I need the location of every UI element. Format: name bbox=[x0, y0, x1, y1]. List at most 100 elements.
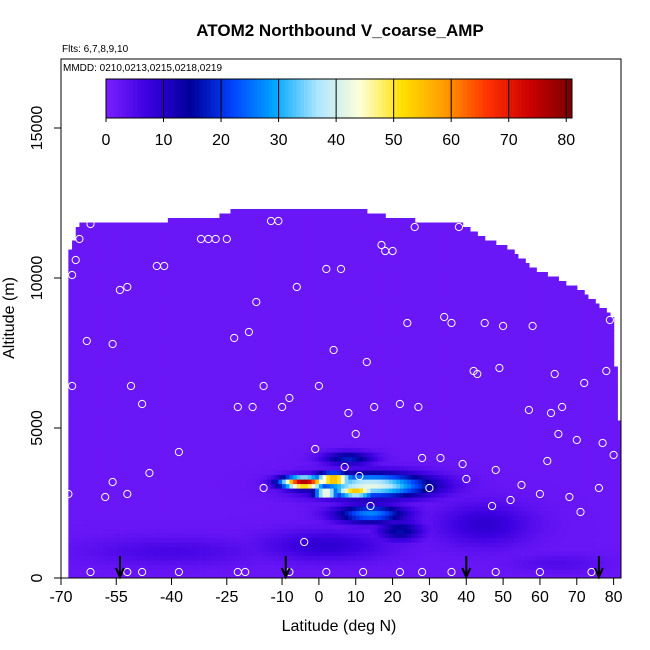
heatmap-cell bbox=[138, 299, 143, 305]
heatmap-cell bbox=[267, 497, 272, 503]
heatmap-cell bbox=[267, 429, 272, 435]
heatmap-cell bbox=[134, 398, 139, 404]
heatmap-cell bbox=[72, 542, 77, 548]
heatmap-cell bbox=[156, 339, 162, 345]
heatmap-cell bbox=[75, 380, 81, 386]
heatmap-cell bbox=[212, 519, 217, 525]
heatmap-cell bbox=[278, 389, 283, 395]
heatmap-cell bbox=[278, 560, 283, 566]
heatmap-cell bbox=[219, 533, 224, 539]
heatmap-cell bbox=[271, 533, 276, 539]
heatmap-cell bbox=[212, 488, 217, 494]
heatmap-cell bbox=[267, 461, 272, 467]
heatmap-cell bbox=[72, 515, 77, 521]
heatmap-cell bbox=[204, 461, 209, 467]
heatmap-cell bbox=[201, 375, 206, 381]
heatmap-cell bbox=[223, 465, 228, 471]
heatmap-cell bbox=[72, 272, 77, 278]
heatmap-cell bbox=[215, 474, 221, 480]
heatmap-cell bbox=[149, 384, 154, 390]
heatmap-cell bbox=[86, 344, 92, 350]
heatmap-cell bbox=[248, 515, 254, 521]
heatmap-cell bbox=[208, 438, 213, 444]
heatmap-cell bbox=[282, 335, 287, 341]
heatmap-cell bbox=[215, 438, 221, 444]
heatmap-cell bbox=[112, 573, 117, 578]
heatmap-cell bbox=[293, 488, 298, 494]
heatmap-cell bbox=[212, 240, 217, 246]
heatmap-cell bbox=[237, 560, 243, 566]
heatmap-cell bbox=[164, 312, 169, 318]
heatmap-cell bbox=[153, 294, 158, 300]
heatmap-cell bbox=[289, 573, 294, 578]
heatmap-cell bbox=[241, 474, 246, 480]
heatmap-cell bbox=[252, 416, 257, 422]
heatmap-cell bbox=[248, 506, 254, 512]
heatmap-cell bbox=[123, 569, 128, 575]
heatmap-cell bbox=[201, 420, 206, 426]
heatmap-cell bbox=[223, 506, 228, 512]
heatmap-cell bbox=[116, 407, 121, 413]
heatmap-cell bbox=[197, 425, 202, 431]
heatmap-cell bbox=[201, 510, 206, 516]
heatmap-cell bbox=[245, 317, 250, 323]
heatmap-cell bbox=[131, 564, 136, 570]
heatmap-cell bbox=[145, 276, 151, 282]
heatmap-cell bbox=[138, 290, 143, 296]
heatmap-cell bbox=[293, 362, 298, 368]
heatmap-cell bbox=[285, 429, 291, 435]
heatmap-cell bbox=[263, 339, 268, 345]
heatmap-cell bbox=[223, 353, 228, 359]
heatmap-cell bbox=[208, 227, 213, 233]
heatmap-cell bbox=[278, 330, 283, 336]
heatmap-cell bbox=[116, 546, 121, 552]
heatmap-cell bbox=[256, 555, 261, 561]
heatmap-cell bbox=[285, 308, 291, 314]
heatmap-cell bbox=[94, 326, 99, 332]
heatmap-cell bbox=[278, 443, 283, 449]
heatmap-cell bbox=[208, 335, 213, 341]
heatmap-cell bbox=[212, 380, 217, 386]
heatmap-cell bbox=[278, 231, 283, 237]
heatmap-cell bbox=[234, 416, 239, 422]
heatmap-cell bbox=[252, 218, 257, 224]
heatmap-cell bbox=[259, 479, 265, 485]
heatmap-cell bbox=[131, 555, 136, 561]
heatmap-cell bbox=[127, 420, 132, 426]
heatmap-cell bbox=[230, 443, 235, 449]
heatmap-cell bbox=[97, 344, 103, 350]
heatmap-cell bbox=[248, 294, 254, 300]
heatmap-cell bbox=[153, 299, 158, 305]
heatmap-cell bbox=[245, 398, 250, 404]
heatmap-cell bbox=[97, 303, 103, 309]
heatmap-cell bbox=[189, 434, 195, 440]
heatmap-cell bbox=[75, 299, 81, 305]
heatmap-cell bbox=[171, 510, 176, 516]
heatmap-cell bbox=[186, 560, 191, 566]
heatmap-cell bbox=[212, 245, 217, 251]
heatmap-cell bbox=[116, 312, 121, 318]
heatmap-cell bbox=[271, 236, 276, 242]
heatmap-cell bbox=[208, 411, 213, 417]
heatmap-cell bbox=[278, 240, 283, 246]
heatmap-cell bbox=[131, 569, 136, 575]
heatmap-cell bbox=[171, 542, 176, 548]
heatmap-cell bbox=[278, 276, 283, 282]
heatmap-cell bbox=[271, 339, 276, 345]
heatmap-cell bbox=[256, 528, 261, 534]
heatmap-cell bbox=[296, 501, 302, 507]
heatmap-cell bbox=[237, 339, 243, 345]
heatmap-cell bbox=[86, 407, 92, 413]
heatmap-cell bbox=[134, 425, 139, 431]
heatmap-cell bbox=[204, 294, 209, 300]
heatmap-cell bbox=[86, 474, 92, 480]
heatmap-cell bbox=[119, 317, 125, 323]
heatmap-cell bbox=[223, 294, 228, 300]
heatmap-cell bbox=[215, 218, 221, 224]
heatmap-cell bbox=[274, 456, 279, 462]
heatmap-cell bbox=[226, 546, 232, 552]
heatmap-cell bbox=[145, 272, 151, 278]
heatmap-cell bbox=[108, 362, 114, 368]
heatmap-cell bbox=[105, 569, 110, 575]
heatmap-cell bbox=[175, 569, 180, 575]
